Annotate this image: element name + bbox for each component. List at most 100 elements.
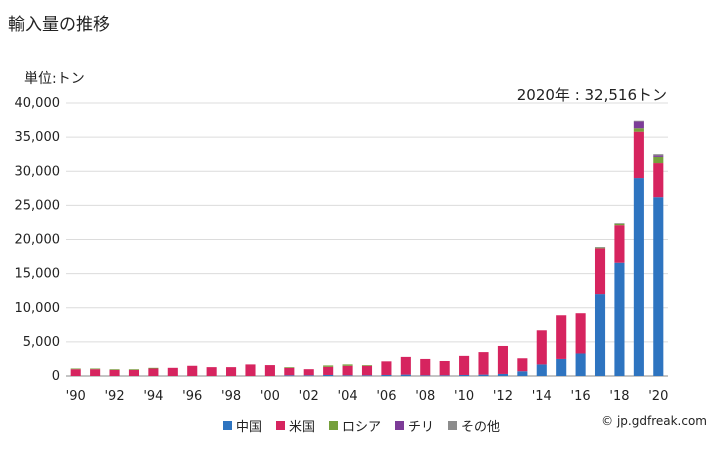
bar-segment-1996 (187, 365, 198, 376)
bar-segment-2019 (633, 128, 644, 132)
bar-segment-2018 (614, 225, 625, 263)
unit-label: 単位:トン (24, 71, 85, 87)
x-tick-label: '94 (143, 389, 163, 404)
x-tick-label: '10 (454, 389, 474, 404)
bar-segment-2017 (594, 248, 606, 295)
bar-segment-2000 (264, 365, 275, 376)
legend-swatch (448, 421, 458, 430)
bar-segment-2011 (478, 352, 489, 375)
bar-segment-2019 (633, 178, 644, 376)
legend-swatch (328, 421, 338, 430)
bar-segment-2002 (303, 369, 314, 376)
bar-segment-1994 (148, 368, 159, 376)
bar-segment-1991 (90, 369, 101, 376)
legend-swatch (395, 421, 404, 430)
x-tick-label: '90 (66, 389, 86, 404)
bar-segment-2020 (653, 197, 664, 376)
x-tick-label: '20 (648, 389, 668, 404)
bar-segment-2018 (614, 223, 625, 224)
bar-segment-2017 (594, 294, 606, 376)
bar-segment-2007 (400, 356, 411, 375)
bar-segment-2019 (633, 120, 644, 122)
x-tick-label: '08 (415, 389, 435, 404)
y-tick-label: 10,000 (15, 301, 61, 316)
bar-segment-2008 (420, 358, 431, 376)
bar-segment-2020 (653, 155, 664, 157)
bars (70, 120, 664, 376)
legend-swatch (222, 421, 232, 430)
y-tick-label: 0 (52, 369, 60, 384)
bar-segment-1990 (70, 368, 81, 370)
legend-item: ロシア (328, 416, 381, 435)
y-tick-label: 5,000 (23, 335, 60, 350)
bar-segment-2004 (342, 364, 353, 366)
x-axis-ticks: '90 '92 '94 '96 '98 '00 '02 '04 '06 '08 '10 '12 '14 '… (66, 389, 669, 404)
bar-segment-2009 (439, 360, 450, 376)
y-axis-ticks: 0 5,000 10,000 15,000 20,000 25,000 30,000 35,0… (15, 96, 61, 384)
x-tick-label: '06 (376, 389, 396, 404)
bar-segment-2011 (478, 374, 489, 376)
y-tick-label: 15,000 (15, 267, 61, 282)
page-title: 輸入量の推移 (8, 15, 110, 35)
bar-segment-2019 (633, 131, 644, 179)
bar-segment-2020 (653, 163, 664, 198)
bar-segment-2014 (536, 330, 547, 365)
x-tick-label: '98 (221, 389, 241, 404)
bar-segment-2020 (653, 154, 664, 156)
bar-segment-2004 (342, 375, 353, 376)
bar-segment-2009 (439, 375, 450, 376)
bar-segment-2012 (497, 373, 508, 376)
legend-item: 米国 (275, 416, 315, 435)
bar-segment-1990 (70, 369, 81, 376)
bar-segment-2010 (459, 374, 470, 376)
bar-segment-2012 (497, 345, 508, 374)
legend-item: 中国 (222, 416, 262, 435)
bar-segment-1991 (90, 368, 101, 370)
bar-segment-2008 (420, 375, 431, 376)
y-tick-label: 25,000 (15, 198, 61, 213)
y-tick-label: 35,000 (15, 130, 61, 145)
x-tick-label: '14 (532, 389, 552, 404)
bar-segment-2018 (614, 262, 625, 376)
bar-segment-2003 (323, 374, 334, 376)
legend-item: チリ (395, 416, 434, 435)
legend-item: その他 (448, 416, 500, 435)
bar-segment-1993 (128, 369, 140, 376)
copyright: © jp.gdfreak.com (601, 414, 707, 428)
x-tick-label: '04 (338, 389, 358, 404)
bar-segment-2006 (381, 374, 392, 376)
bar-segment-2017 (594, 247, 606, 249)
bar-segment-1995 (167, 367, 178, 376)
x-tick-label: '96 (182, 389, 202, 404)
y-tick-label: 30,000 (15, 164, 61, 179)
y-tick-label: 40,000 (15, 96, 61, 111)
legend-label: その他 (461, 420, 501, 435)
latest-value-annotation: 2020年 : 32,516トン (516, 86, 667, 104)
x-tick-label: '12 (493, 389, 513, 404)
bar-segment-2005 (361, 375, 373, 376)
bar-segment-2005 (361, 365, 373, 366)
legend: 中国 米国 ロシア チリ その他 (0, 416, 723, 435)
bar-segment-2001 (284, 367, 295, 376)
bar-segment-1992 (109, 369, 120, 376)
bar-segment-2020 (653, 156, 664, 164)
bar-segment-1992 (109, 369, 120, 370)
x-tick-label: '16 (571, 389, 591, 404)
bar-segment-1997 (206, 367, 217, 376)
bar-segment-2002 (303, 375, 314, 376)
bar-segment-2007 (400, 374, 411, 376)
bar-segment-2001 (284, 375, 295, 376)
bar-segment-1993 (128, 369, 140, 370)
bar-segment-1994 (148, 367, 159, 369)
x-tick-label: '18 (609, 389, 629, 404)
bar-segment-2019 (633, 121, 644, 129)
y-tick-label: 20,000 (15, 233, 61, 248)
bar-segment-2014 (536, 364, 547, 376)
bar-segment-2003 (323, 366, 334, 375)
bar-segment-2005 (361, 365, 373, 376)
bar-segment-2015 (556, 315, 567, 359)
bar-segment-2006 (381, 361, 392, 375)
x-tick-label: '02 (299, 389, 319, 404)
bar-segment-2017 (594, 247, 606, 248)
